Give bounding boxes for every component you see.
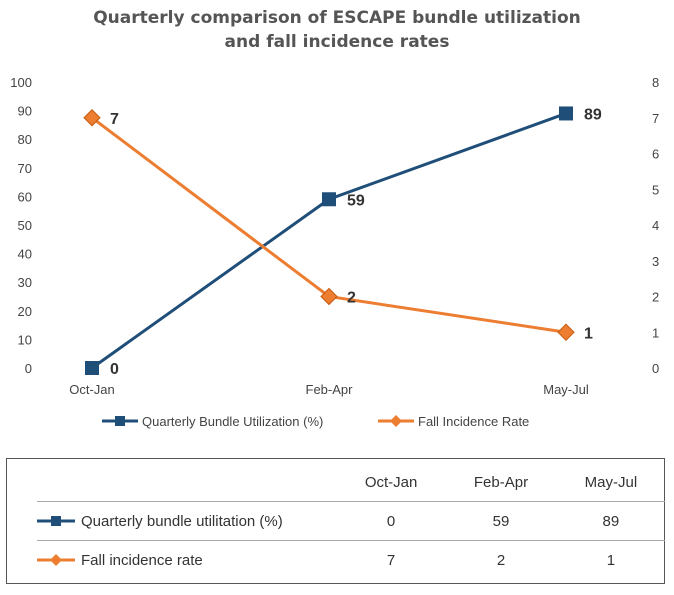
table-row: Fall incidence rate 7 2 1: [37, 540, 665, 579]
table-row-label-text: Quarterly bundle utilitation (%): [81, 512, 283, 530]
y-axis-left-tick-label: 50: [18, 218, 32, 233]
falls-data-label: 7: [110, 111, 119, 128]
x-axis-tick-label: Feb-Apr: [306, 382, 354, 397]
x-axis-tick-label: May-Jul: [543, 382, 589, 397]
chart-title-line-2: and fall incidence rates: [224, 32, 450, 52]
y-axis-right-tick-label: 4: [652, 218, 659, 233]
y-axis-left-tick-label: 30: [18, 275, 32, 290]
table-row-label: Fall incidence rate: [37, 540, 337, 579]
y-axis-right-tick-label: 8: [652, 75, 659, 90]
table-cell: 1: [556, 540, 665, 579]
y-axis-left-tick-label: 60: [18, 189, 32, 204]
y-axis-left-tick-label: 80: [18, 132, 32, 147]
chart-title-line-1: Quarterly comparison of ESCAPE bundle ut…: [93, 8, 581, 28]
utilization-data-point: [85, 361, 99, 375]
y-axis-right-tick-label: 5: [652, 182, 659, 197]
table-row-label: Quarterly bundle utilitation (%): [37, 501, 337, 541]
y-axis-left-tick-label: 0: [25, 361, 32, 376]
table-cell: 7: [337, 540, 446, 579]
legend-utilization-label: Quarterly Bundle Utilization (%): [142, 414, 323, 429]
utilization-data-label: 0: [110, 361, 119, 378]
table-header-blank: [37, 463, 337, 502]
legend-utilization-marker: [115, 416, 125, 426]
table-cell: 59: [445, 501, 557, 541]
falls-data-point: [320, 287, 338, 306]
y-axis-left-tick-label: 20: [18, 304, 32, 319]
y-axis-right-tick-label: 6: [652, 147, 659, 162]
y-axis-left-tick-label: 90: [18, 104, 32, 119]
table-cell: 89: [556, 501, 665, 541]
table-row: Quarterly bundle utilitation (%) 0 59 89: [37, 501, 665, 541]
legend-falls-label: Fall Incidence Rate: [418, 414, 529, 429]
falls-data-point: [557, 323, 575, 341]
utilization-data-point: [322, 192, 336, 207]
y-axis-left-tick-label: 10: [18, 332, 32, 347]
y-axis-right-tick-label: 2: [652, 290, 659, 305]
falls-legend-marker: [37, 554, 75, 566]
utilization-data-point: [559, 106, 573, 121]
table-header-row: Oct-Jan Feb-Apr May-Jul: [37, 463, 665, 502]
falls-data-label: 2: [347, 290, 356, 307]
utilization-data-label: 89: [584, 106, 602, 123]
falls-data-point: [83, 109, 101, 127]
falls-data-label: 1: [584, 325, 593, 342]
data-table-box: Oct-Jan Feb-Apr May-Jul Quarterly bundle…: [6, 458, 665, 584]
y-axis-right-tick-label: 1: [652, 325, 659, 340]
y-axis-right-tick-label: 3: [652, 254, 659, 269]
table-header-cell: May-Jul: [584, 473, 638, 491]
utilization-data-label: 59: [347, 192, 365, 209]
table-row-label-text: Fall incidence rate: [81, 551, 203, 569]
table-header-cell: Feb-Apr: [473, 473, 529, 491]
data-table: Oct-Jan Feb-Apr May-Jul Quarterly bundle…: [37, 463, 665, 579]
y-axis-left-tick-label: 70: [18, 161, 32, 176]
y-axis-right-tick-label: 7: [652, 111, 659, 126]
x-axis-tick-label: Oct-Jan: [69, 382, 115, 397]
y-axis-left-tick-label: 40: [18, 247, 32, 262]
legend-falls-marker: [390, 415, 402, 427]
y-axis-right-tick-label: 0: [652, 361, 659, 376]
table-cell: 2: [445, 540, 557, 579]
table-cell: 0: [337, 501, 446, 541]
utilization-series-line: [91, 112, 567, 370]
chart-title: Quarterly comparison of ESCAPE bundle ut…: [0, 6, 674, 54]
table-header-cell: Oct-Jan: [364, 473, 418, 491]
y-axis-left-tick-label: 100: [10, 75, 32, 90]
utilization-legend-marker: [37, 516, 75, 526]
